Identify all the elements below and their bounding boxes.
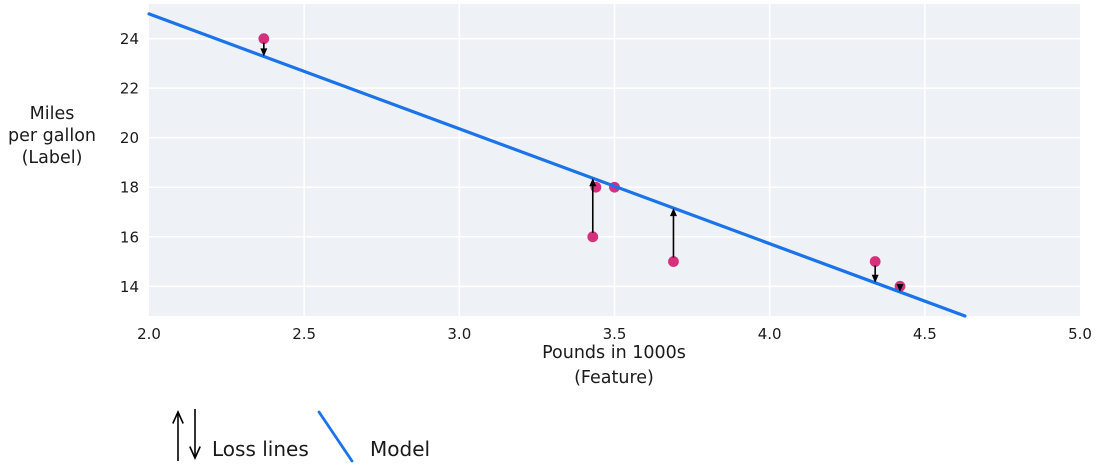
x-tick-label: 2.0 xyxy=(137,325,161,343)
loss-lines-legend-icon xyxy=(172,409,201,461)
down-arrow-head-icon xyxy=(189,446,201,460)
y-tick-label: 14 xyxy=(120,278,139,296)
y-axis-title-line3: (Label) xyxy=(22,148,83,168)
x-axis-title-line2: (Feature) xyxy=(574,368,654,388)
x-axis-tick-labels: 2.0 2.5 3.0 3.5 4.0 4.5 5.0 xyxy=(137,325,1092,343)
x-axis-title: Pounds in 1000s (Feature) xyxy=(542,343,686,388)
loss-arrow-head xyxy=(896,283,904,292)
y-axis-title-line1: Miles xyxy=(30,104,75,124)
loss-arrow-head xyxy=(669,208,677,217)
x-tick-label: 5.0 xyxy=(1068,325,1092,343)
model-line xyxy=(147,12,967,318)
y-tick-label: 18 xyxy=(120,179,139,197)
x-tick-label: 4.0 xyxy=(758,325,782,343)
up-arrow-head-icon xyxy=(172,410,184,424)
data-point xyxy=(668,256,679,267)
legend-canvas: Loss lines Model xyxy=(172,409,430,463)
y-tick-label: 22 xyxy=(120,80,139,98)
model-legend-icon xyxy=(317,410,354,463)
x-tick-label: 3.0 xyxy=(447,325,471,343)
loss-arrow-head xyxy=(871,274,879,283)
x-tick-label: 3.5 xyxy=(603,325,627,343)
x-tick-label: 2.5 xyxy=(292,325,316,343)
y-tick-label: 16 xyxy=(120,228,139,246)
data-points xyxy=(258,33,906,292)
y-axis-tick-labels: 14 16 18 20 22 24 xyxy=(120,30,139,296)
data-point xyxy=(869,256,881,267)
y-axis-title: Miles per gallon (Label) xyxy=(8,104,96,168)
x-axis-title-line1: Pounds in 1000s xyxy=(542,343,686,363)
y-axis-title-line2: per gallon xyxy=(8,126,96,146)
data-point xyxy=(587,231,599,243)
x-tick-label: 4.5 xyxy=(913,325,937,343)
scatter-plot: 2.0 2.5 3.0 3.5 4.0 4.5 5.0 14 16 18 20 22 24 Miles… xyxy=(8,4,1092,388)
y-tick-label: 24 xyxy=(120,30,139,48)
legend-label-loss-lines: Loss lines xyxy=(212,437,309,461)
loss-arrow-head xyxy=(260,48,268,57)
y-tick-label: 20 xyxy=(120,129,139,147)
loss-arrows xyxy=(260,42,904,292)
legend-label-model: Model xyxy=(370,437,430,461)
data-point xyxy=(258,33,270,45)
legend: Loss lines Model xyxy=(160,402,640,472)
loss-arrow-head xyxy=(589,178,597,187)
